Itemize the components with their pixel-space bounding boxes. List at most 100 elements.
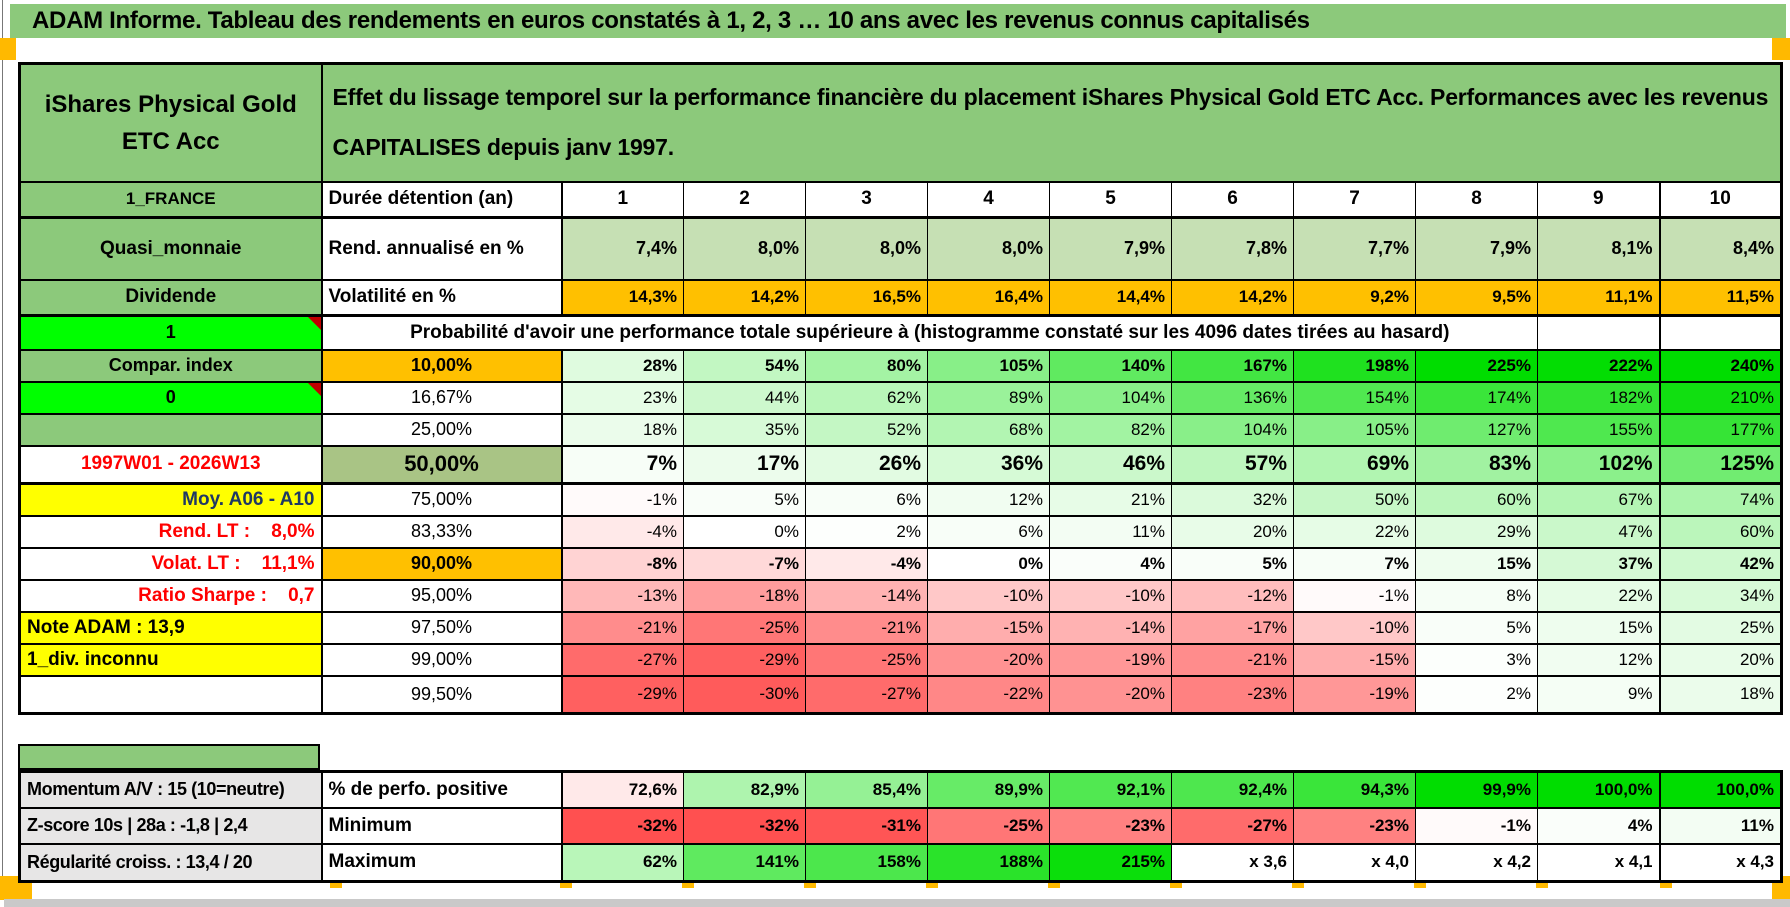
- row-label-cell[interactable]: Dividende: [18, 278, 323, 317]
- data-cell[interactable]: 158%: [805, 842, 928, 883]
- data-cell[interactable]: 47%: [1537, 514, 1661, 549]
- data-cell[interactable]: -20%: [1049, 674, 1172, 715]
- data-cell[interactable]: -21%: [561, 610, 684, 645]
- data-cell[interactable]: 1: [561, 180, 684, 219]
- data-cell[interactable]: -8%: [561, 546, 684, 581]
- data-cell[interactable]: -12%: [1171, 578, 1294, 613]
- data-cell[interactable]: -25%: [683, 610, 806, 645]
- data-cell[interactable]: 52%: [805, 412, 928, 447]
- data-cell[interactable]: 222%: [1537, 348, 1661, 383]
- data-cell[interactable]: 8,0%: [805, 216, 928, 281]
- data-cell[interactable]: -1%: [1415, 806, 1538, 845]
- data-cell[interactable]: 18%: [1659, 674, 1783, 715]
- data-cell[interactable]: 20%: [1171, 514, 1294, 549]
- data-cell[interactable]: -14%: [1049, 610, 1172, 645]
- data-cell[interactable]: 177%: [1659, 412, 1783, 447]
- instrument-name-cell[interactable]: iShares Physical Gold ETC Acc: [18, 62, 323, 183]
- row-label-cell[interactable]: Volat. LT : 11,1%: [18, 546, 323, 581]
- description-cell[interactable]: Effet du lissage temporel sur la perform…: [321, 62, 1783, 183]
- data-cell[interactable]: 32%: [1171, 482, 1294, 517]
- data-cell[interactable]: -19%: [1293, 674, 1416, 715]
- data-cell[interactable]: 100,0%: [1659, 770, 1783, 809]
- data-cell[interactable]: 72,6%: [561, 770, 684, 809]
- row-label-cell[interactable]: Rend. LT : 8,0%: [18, 514, 323, 549]
- data-cell[interactable]: 5%: [1171, 546, 1294, 581]
- data-cell[interactable]: 14,2%: [683, 278, 806, 317]
- data-cell[interactable]: 22%: [1293, 514, 1416, 549]
- data-cell[interactable]: 9: [1537, 180, 1661, 219]
- probability-title-cell[interactable]: Probabilité d'avoir une performance tota…: [321, 314, 1538, 351]
- data-cell[interactable]: 154%: [1293, 380, 1416, 415]
- data-cell[interactable]: 140%: [1049, 348, 1172, 383]
- data-cell[interactable]: -23%: [1171, 674, 1294, 715]
- data-cell[interactable]: [1537, 314, 1661, 351]
- data-cell[interactable]: -17%: [1171, 610, 1294, 645]
- data-cell[interactable]: 8: [1415, 180, 1538, 219]
- data-cell[interactable]: 7,7%: [1293, 216, 1416, 281]
- data-cell[interactable]: 2: [683, 180, 806, 219]
- data-cell[interactable]: 0%: [683, 514, 806, 549]
- data-cell[interactable]: x 3,6: [1171, 842, 1294, 883]
- row-title-cell[interactable]: % de perfo. positive: [321, 770, 563, 809]
- data-cell[interactable]: 82,9%: [683, 770, 806, 809]
- data-cell[interactable]: 6: [1171, 180, 1294, 219]
- data-cell[interactable]: 5: [1049, 180, 1172, 219]
- data-cell[interactable]: 174%: [1415, 380, 1538, 415]
- data-cell[interactable]: 54%: [683, 348, 806, 383]
- data-cell[interactable]: -32%: [561, 806, 684, 845]
- data-cell[interactable]: -1%: [1293, 578, 1416, 613]
- row-label-cell[interactable]: 1997W01 - 2026W13: [18, 444, 323, 485]
- data-cell[interactable]: 94,3%: [1293, 770, 1416, 809]
- data-cell[interactable]: 5%: [683, 482, 806, 517]
- data-cell[interactable]: 62%: [805, 380, 928, 415]
- data-cell[interactable]: -20%: [927, 642, 1050, 677]
- indicator-label-cell[interactable]: Régularité croiss. : 13,4 / 20: [18, 842, 323, 883]
- percentile-label-cell[interactable]: 10,00%: [321, 348, 563, 383]
- data-cell[interactable]: 60%: [1659, 514, 1783, 549]
- data-cell[interactable]: 105%: [1293, 412, 1416, 447]
- percentile-label-cell[interactable]: 83,33%: [321, 514, 563, 549]
- data-cell[interactable]: -4%: [561, 514, 684, 549]
- data-cell[interactable]: 67%: [1537, 482, 1661, 517]
- data-cell[interactable]: -19%: [1049, 642, 1172, 677]
- data-cell[interactable]: 11,5%: [1659, 278, 1783, 317]
- row-title-cell[interactable]: Volatilité en %: [321, 278, 563, 317]
- data-cell[interactable]: 18%: [561, 412, 684, 447]
- data-cell[interactable]: -32%: [683, 806, 806, 845]
- data-cell[interactable]: [1659, 314, 1783, 351]
- row-label-cell[interactable]: Ratio Sharpe : 0,7: [18, 578, 323, 613]
- data-cell[interactable]: 92,1%: [1049, 770, 1172, 809]
- indicator-label-cell[interactable]: Z-score 10s | 28a : -1,8 | 2,4: [18, 806, 323, 845]
- percentile-label-cell[interactable]: 99,00%: [321, 642, 563, 677]
- data-cell[interactable]: 9,2%: [1293, 278, 1416, 317]
- data-cell[interactable]: 9,5%: [1415, 278, 1538, 317]
- data-cell[interactable]: 104%: [1049, 380, 1172, 415]
- data-cell[interactable]: -27%: [561, 642, 684, 677]
- data-cell[interactable]: -18%: [683, 578, 806, 613]
- data-cell[interactable]: 102%: [1537, 444, 1661, 485]
- data-cell[interactable]: -29%: [561, 674, 684, 715]
- data-cell[interactable]: 4%: [1537, 806, 1661, 845]
- data-cell[interactable]: 69%: [1293, 444, 1416, 485]
- data-cell[interactable]: 2%: [1415, 674, 1538, 715]
- data-cell[interactable]: 20%: [1659, 642, 1783, 677]
- data-cell[interactable]: 14,3%: [561, 278, 684, 317]
- data-cell[interactable]: 89%: [927, 380, 1050, 415]
- row-label-cell[interactable]: 1_div. inconnu: [18, 642, 323, 677]
- data-cell[interactable]: 17%: [683, 444, 806, 485]
- row-label-cell[interactable]: [18, 412, 323, 447]
- data-cell[interactable]: -10%: [1049, 578, 1172, 613]
- data-cell[interactable]: -10%: [1293, 610, 1416, 645]
- row-label-cell[interactable]: Moy. A06 - A10: [18, 482, 323, 517]
- data-cell[interactable]: 22%: [1537, 578, 1661, 613]
- indicator-label-cell[interactable]: Momentum A/V : 15 (10=neutre): [18, 770, 323, 809]
- data-cell[interactable]: 7%: [561, 444, 684, 485]
- data-cell[interactable]: 68%: [927, 412, 1050, 447]
- data-cell[interactable]: 188%: [927, 842, 1050, 883]
- data-cell[interactable]: 85,4%: [805, 770, 928, 809]
- data-cell[interactable]: -4%: [805, 546, 928, 581]
- data-cell[interactable]: 125%: [1659, 444, 1783, 485]
- data-cell[interactable]: 7,4%: [561, 216, 684, 281]
- data-cell[interactable]: 37%: [1537, 546, 1661, 581]
- data-cell[interactable]: 127%: [1415, 412, 1538, 447]
